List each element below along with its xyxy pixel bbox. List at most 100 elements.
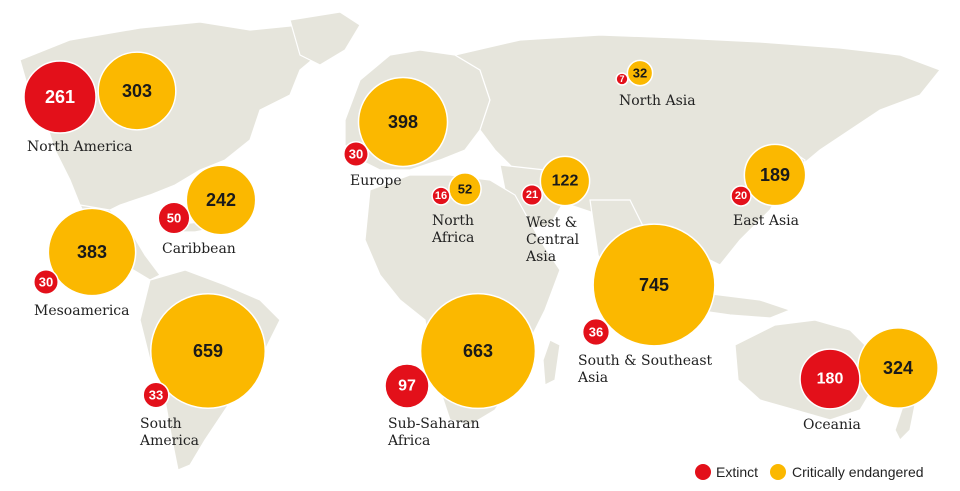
legend-critically-endangered-label: Critically endangered: [792, 464, 924, 480]
bubble-extinct-north-africa: 16: [431, 186, 451, 206]
bubble-extinct-circle: [33, 269, 59, 295]
bubble-critically-endangered-circle: [357, 76, 449, 168]
legend-extinct-label: Extinct: [716, 464, 758, 480]
bubble-extinct-value: 30: [349, 147, 363, 162]
bubble-critically-endangered-value: 32: [633, 66, 647, 81]
bubble-critically-endangered-west-central-asia: 122: [539, 155, 591, 207]
bubble-extinct-value: 261: [45, 87, 75, 107]
bubble-extinct-north-asia: 7: [615, 72, 629, 86]
bubble-extinct-europe: 30: [343, 141, 369, 167]
bubble-critically-endangered-north-asia: 32: [626, 59, 654, 87]
bubble-critically-endangered-circle: [150, 293, 266, 409]
land-greenland: [289, 11, 361, 66]
region-label-line: South: [140, 416, 182, 432]
region-label-line: Africa: [387, 433, 430, 449]
bubble-extinct-circle: [521, 184, 543, 206]
bubble-critically-endangered-circle: [626, 59, 654, 87]
bubble-critically-endangered-value: 52: [458, 182, 472, 197]
bubble-extinct-value: 33: [149, 388, 163, 403]
region-label-oceania: Oceania: [803, 417, 861, 433]
bubble-critically-endangered-value: 324: [883, 358, 913, 378]
bubble-critically-endangered-north-africa: 52: [448, 172, 482, 206]
bubble-extinct-value: 36: [589, 325, 603, 340]
bubble-extinct-value: 97: [398, 378, 416, 395]
land-north-america: [19, 21, 332, 216]
region-label-line: Asia: [525, 249, 556, 265]
bubble-extinct-value: 21: [526, 189, 538, 201]
region-label-line: South & Southeast: [578, 353, 713, 369]
land-asia: [453, 34, 941, 266]
region-label-caribbean: Caribbean: [162, 241, 236, 257]
region-label-west-central-asia: West & Central Asia: [525, 215, 580, 265]
legend: Extinct Critically endangered: [695, 464, 924, 480]
bubble-critically-endangered-south-america: 659: [150, 293, 266, 409]
region-label-east-asia: East Asia: [733, 213, 799, 229]
bubble-extinct-circle: [343, 141, 369, 167]
bubble-extinct-circle: [384, 363, 430, 409]
bubble-critically-endangered-caribbean: 242: [185, 164, 257, 236]
region-label-line: Caribbean: [162, 241, 236, 257]
bubble-extinct-circle: [799, 348, 861, 410]
region-label-line: America: [139, 433, 199, 449]
region-label-line: Mesoamerica: [34, 303, 130, 319]
bubble-critically-endangered-value: 242: [206, 190, 236, 210]
region-label-line: Europe: [350, 173, 402, 189]
region-label-line: Africa: [431, 230, 474, 246]
bubble-critically-endangered-circle: [185, 164, 257, 236]
bubble-extinct-circle: [157, 201, 191, 235]
region-label-line: Sub-Saharan: [388, 416, 480, 432]
region-label-line: North: [432, 213, 474, 229]
bubble-extinct-east-asia: 20: [730, 185, 752, 207]
bubble-extinct-circle: [730, 185, 752, 207]
bubble-critically-endangered-sub-saharan-africa: 663: [419, 292, 537, 410]
bubble-critically-endangered-north-america: 303: [97, 51, 177, 131]
bubble-critically-endangered-circle: [419, 292, 537, 410]
region-label-line: North Asia: [619, 93, 696, 109]
bubble-extinct-sub-saharan-africa: 97: [384, 363, 430, 409]
bubble-critically-endangered-circle: [97, 51, 177, 131]
legend-extinct-swatch: [695, 464, 711, 480]
region-label-line: Oceania: [803, 417, 861, 433]
bubble-extinct-south-america: 33: [142, 381, 170, 409]
bubble-critically-endangered-value: 303: [122, 81, 152, 101]
bubble-extinct-circle: [142, 381, 170, 409]
bubble-critically-endangered-value: 659: [193, 341, 223, 361]
bubble-critically-endangered-value: 383: [77, 242, 107, 262]
bubble-critically-endangered-circle: [743, 143, 807, 207]
region-label-north-africa: North Africa: [431, 213, 474, 246]
region-label-line: West &: [526, 215, 577, 231]
bubble-critically-endangered-circle: [47, 207, 137, 297]
bubble-extinct-caribbean: 50: [157, 201, 191, 235]
region-label-europe: Europe: [350, 173, 402, 189]
bubble-extinct-circle: [581, 317, 611, 347]
region-label-line: Central: [526, 232, 580, 248]
bubble-extinct-oceania: 180: [799, 348, 861, 410]
region-label-line: Asia: [577, 370, 608, 386]
region-label-line: North America: [27, 139, 133, 155]
bubble-extinct-west-central-asia: 21: [521, 184, 543, 206]
bubble-extinct-mesoamerica: 30: [33, 269, 59, 295]
bubble-critically-endangered-value: 745: [639, 275, 669, 295]
bubble-extinct-value: 7: [619, 74, 624, 84]
bubble-critically-endangered-value: 398: [388, 112, 418, 132]
bubble-critically-endangered-value: 189: [760, 165, 790, 185]
bubble-critically-endangered-value: 122: [552, 173, 579, 190]
bubble-extinct-circle: [431, 186, 451, 206]
bubble-extinct-value: 20: [735, 190, 747, 202]
bubble-critically-endangered-circle: [448, 172, 482, 206]
bubble-extinct-value: 30: [39, 275, 53, 290]
bubble-critically-endangered-oceania: 324: [857, 327, 939, 409]
bubble-extinct-south-southeast-asia: 36: [581, 317, 611, 347]
bubble-extinct-value: 50: [167, 211, 181, 226]
bubble-extinct-north-america: 261: [23, 60, 97, 134]
region-label-mesoamerica: Mesoamerica: [34, 303, 130, 319]
bubble-critically-endangered-circle: [539, 155, 591, 207]
region-label-south-america: South America: [139, 416, 199, 449]
bubble-critically-endangered-east-asia: 189: [743, 143, 807, 207]
bubble-extinct-circle: [615, 72, 629, 86]
bubble-layer: 303 261 242 50 383 30 659 33 398 30 52 16 663 97 122 21…: [23, 51, 939, 410]
region-label-sub-saharan-africa: Sub-Saharan Africa: [387, 416, 480, 449]
label-layer: North America Caribbean Mesoamerica South Am…: [27, 93, 861, 449]
bubble-extinct-value: 180: [817, 371, 844, 388]
